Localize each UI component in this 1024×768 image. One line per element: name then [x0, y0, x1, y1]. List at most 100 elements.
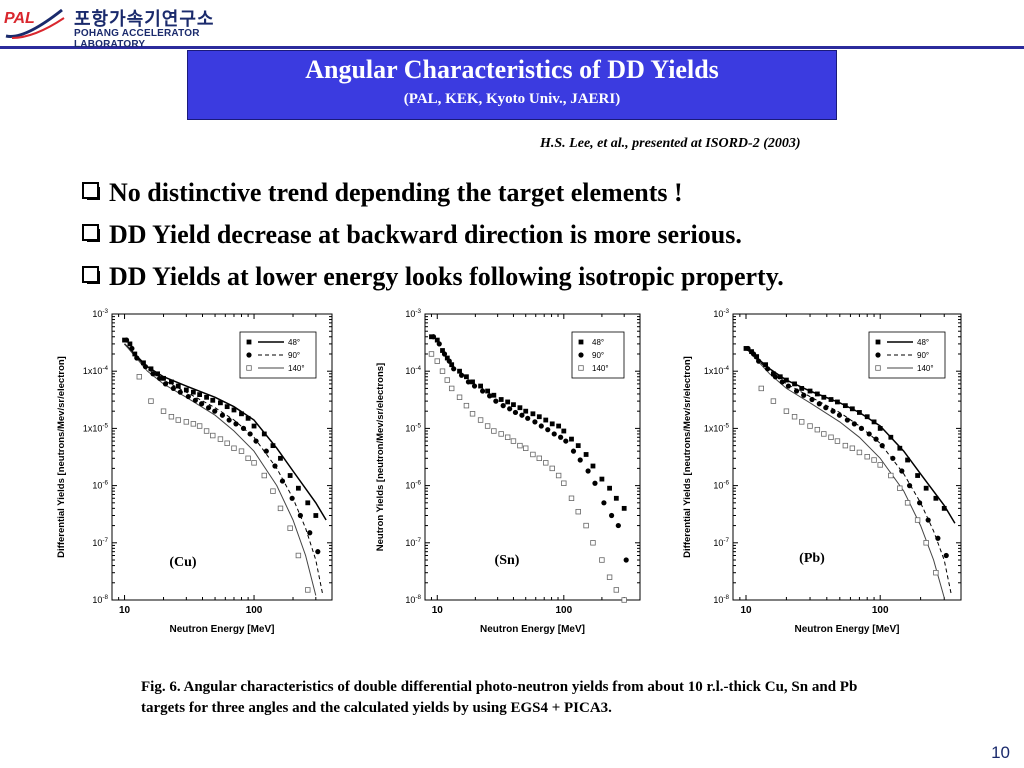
chart-legend: 48° 90° 140° [239, 331, 317, 379]
data-point [448, 385, 455, 392]
charts-area: 10-8 10-7 10-6 1x10-5 1x10-4 10-3 10 100 Neutron… [56, 308, 962, 635]
data-point [132, 351, 138, 357]
data-point [233, 421, 239, 427]
data-point [240, 425, 247, 431]
data-point [785, 383, 792, 389]
data-point [556, 423, 562, 429]
data-point [430, 334, 437, 340]
data-point [888, 434, 894, 440]
data-point [150, 371, 156, 377]
data-point [231, 445, 237, 451]
data-point [568, 495, 575, 501]
data-point [823, 405, 829, 411]
data-point [897, 445, 903, 451]
data-point [439, 368, 446, 374]
data-point [536, 455, 542, 462]
reference-citation: H.S. Lee, et al., presented at ISORD-2 (… [540, 136, 801, 151]
data-point [783, 408, 790, 414]
data-point [512, 409, 519, 416]
data-point [315, 549, 321, 555]
data-point [491, 428, 497, 434]
data-point [277, 505, 284, 512]
data-point [890, 455, 896, 461]
data-point [592, 480, 598, 486]
y-tick-label: 10-7 [713, 537, 729, 548]
data-point [168, 379, 174, 385]
series-points [123, 337, 321, 555]
data-point [543, 460, 549, 466]
legend-entry: 140° [917, 364, 934, 373]
data-point [224, 404, 230, 410]
data-point [857, 410, 862, 415]
data-point [888, 472, 894, 479]
data-point [590, 463, 596, 469]
data-point [830, 408, 836, 414]
data-point [247, 431, 253, 437]
y-tick-label: 10-3 [92, 308, 108, 319]
data-point [914, 517, 921, 523]
plot-frame [111, 313, 333, 601]
data-point [807, 388, 813, 394]
y-tick-label: 10-3 [405, 308, 421, 319]
data-point [279, 478, 286, 484]
data-point [530, 451, 536, 458]
data-point [289, 495, 295, 501]
data-point [175, 417, 181, 423]
data-point [583, 522, 589, 529]
data-point [583, 452, 589, 457]
data-point [246, 339, 252, 345]
data-point [842, 403, 848, 409]
data-point [485, 388, 491, 394]
data-point [545, 427, 551, 433]
data-point [551, 431, 557, 437]
y-tick-label: 10-8 [713, 594, 729, 605]
logo-korean-name: 포항가속기연구소 [74, 9, 215, 30]
data-point [523, 408, 529, 414]
data-point [297, 512, 303, 519]
data-point [578, 339, 584, 345]
x-tick-label: 100 [555, 605, 572, 616]
data-point [185, 393, 191, 400]
data-point [864, 414, 870, 420]
series-points [136, 374, 311, 593]
data-point [856, 449, 863, 456]
data-point [575, 508, 581, 515]
data-point [814, 426, 821, 433]
data-point [444, 355, 450, 361]
data-point [905, 457, 910, 463]
data-point [871, 419, 877, 425]
data-point [470, 379, 475, 385]
data-point [756, 358, 762, 364]
data-point [585, 468, 591, 474]
data-point [866, 431, 872, 437]
data-point [270, 443, 276, 449]
data-point [904, 500, 911, 506]
data-point [875, 352, 881, 358]
panel-label: (Pb) [799, 551, 825, 566]
data-point [123, 337, 130, 343]
data-point [287, 525, 293, 531]
data-point [458, 372, 465, 378]
y-tick-label: 10-6 [92, 480, 108, 491]
data-point [941, 505, 947, 511]
data-point [799, 386, 805, 391]
data-point [245, 415, 251, 421]
y-axis-label: Differential Yields [neutrons/Mev/sr/ele… [682, 356, 693, 558]
data-point [923, 540, 929, 546]
data-point [253, 438, 259, 444]
data-point [217, 436, 224, 442]
y-tick-label: 10-8 [92, 594, 108, 605]
series-points [122, 337, 319, 518]
data-point [772, 374, 778, 380]
data-point [287, 473, 293, 478]
y-tick-label: 1x10-5 [704, 422, 730, 433]
data-point [613, 587, 620, 593]
x-tick-label: 10 [432, 605, 444, 616]
data-point [543, 417, 549, 423]
checkbox-bullet-icon [82, 266, 100, 284]
data-point [561, 428, 567, 434]
data-point [599, 476, 605, 482]
data-point [183, 419, 190, 425]
data-point [749, 349, 754, 355]
data-point [219, 412, 226, 418]
